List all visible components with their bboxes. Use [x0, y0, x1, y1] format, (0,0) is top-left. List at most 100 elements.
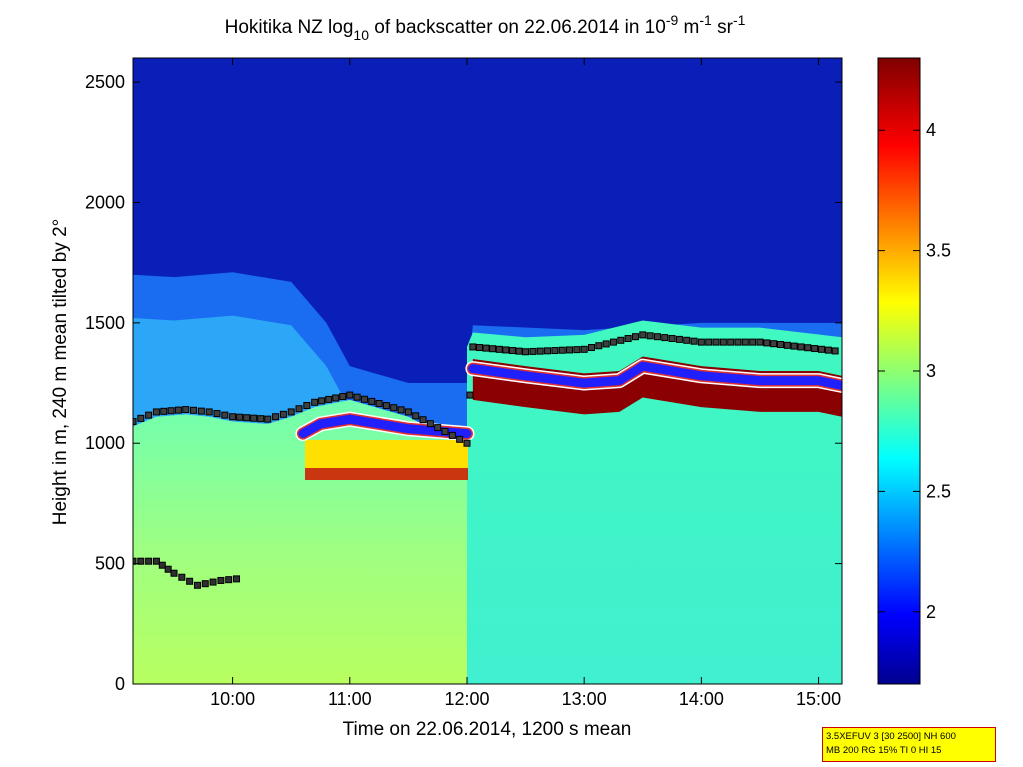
layer-marker: [311, 398, 319, 406]
cloud-base-core: [468, 361, 842, 390]
layer-marker: [515, 347, 523, 355]
plot-area: [133, 58, 842, 684]
cloud-layer-maroon: [472, 356, 842, 417]
cloud-echo-yellow: [305, 440, 468, 468]
layer-marker: [426, 420, 434, 428]
info-line-1: 3.5XEFUV 3 [30 2500] NH 600: [826, 731, 956, 742]
layer-marker: [158, 561, 166, 569]
layer-marker: [495, 345, 503, 353]
x-tick-label: 10:00: [210, 689, 255, 709]
x-tick-label: 14:00: [679, 689, 724, 709]
x-axis: 10:00 11:00 12:00 13:00 14:00 15:00: [210, 58, 841, 709]
layer-marker: [756, 338, 764, 346]
layer-marker: [558, 346, 566, 354]
layer-marker: [193, 581, 201, 589]
layer-marker: [489, 345, 497, 353]
layer-marker: [360, 395, 368, 403]
layer-marker: [475, 344, 483, 352]
layer-markers: [133, 331, 839, 589]
layer-marker: [797, 343, 805, 351]
layer-marker: [817, 345, 825, 353]
layer-marker: [588, 344, 596, 352]
layer-marker: [303, 402, 311, 410]
layer-marker: [272, 413, 280, 421]
layer-marker: [831, 347, 839, 355]
x-tick-label: 13:00: [562, 689, 607, 709]
y-tick-label: 500: [95, 554, 125, 574]
layer-marker: [174, 406, 182, 414]
layer-marker: [264, 415, 272, 423]
layer-marker: [783, 341, 791, 349]
layer-marker: [463, 439, 471, 447]
layer-marker: [353, 393, 361, 401]
layer-marker: [182, 406, 190, 414]
x-tick-label: 11:00: [328, 689, 372, 709]
layer-marker: [675, 335, 683, 343]
layer-marker: [243, 414, 251, 422]
layer-marker: [719, 338, 727, 346]
layer-marker: [217, 576, 225, 584]
layer-marker: [566, 346, 574, 354]
layer-marker: [441, 427, 449, 435]
layer-marker: [250, 414, 258, 422]
layer-marker: [145, 411, 153, 419]
y-tick-label: 2500: [85, 72, 125, 92]
layer-marker: [233, 575, 241, 583]
layer-marker: [133, 418, 137, 426]
layer-marker: [466, 391, 474, 399]
layer-marker: [325, 395, 333, 403]
layer-marker: [811, 345, 819, 353]
layer-marker: [375, 400, 383, 408]
layer-marker: [602, 340, 610, 348]
layer-marker: [170, 569, 178, 577]
layer-marker: [160, 407, 168, 415]
layer-marker: [434, 424, 442, 432]
layer-marker: [824, 346, 832, 354]
layer-marker: [551, 347, 559, 355]
layer-marker: [339, 393, 347, 401]
layer-marker: [790, 342, 798, 350]
x-tick-label: 12:00: [444, 689, 489, 709]
x-axis-label: Time on 22.06.2014, 1200 s mean: [343, 719, 632, 740]
cloud-base-core: [298, 414, 472, 439]
layer-marker: [482, 344, 490, 352]
layer-marker: [209, 578, 217, 586]
layer-marker: [697, 338, 705, 346]
layer-marker: [404, 408, 412, 416]
colorbar-tick-label: 3.5: [926, 241, 951, 261]
processing-info-box: 3.5XEFUV 3 [30 2500] NH 600 MB 200 RG 15…: [822, 727, 996, 762]
layer-marker: [397, 406, 405, 414]
layer-marker: [646, 332, 654, 340]
layer-marker: [522, 348, 530, 356]
layer-marker: [705, 338, 713, 346]
layer-marker: [419, 416, 427, 424]
layer-marker: [536, 347, 544, 355]
layer-marker: [668, 334, 676, 342]
layer-marker: [804, 344, 812, 352]
layer-marker: [609, 338, 617, 346]
y-tick-label: 1500: [85, 313, 125, 333]
colorbar-tick-label: 2.5: [926, 481, 951, 501]
layer-marker: [544, 347, 552, 355]
layer-marker: [661, 334, 669, 342]
x-tick-label: 15:00: [796, 689, 841, 709]
layer-marker: [763, 339, 771, 347]
plot-frame: [132, 57, 843, 685]
info-line-2: MB 200 RG 15% TI 0 HI 15: [826, 745, 942, 756]
layer-marker: [205, 408, 213, 416]
layer-marker: [236, 413, 244, 421]
layer-marker: [770, 340, 778, 348]
layer-marker: [712, 338, 720, 346]
y-axis-label: Height in m, 240 m mean tilted by 2°: [50, 219, 71, 525]
y-axis: 0 500 1000 1500 2000 2500: [85, 72, 842, 694]
layer-marker: [186, 577, 194, 585]
layer-marker: [190, 406, 198, 414]
layer-marker: [295, 405, 303, 413]
layer-marker: [152, 408, 160, 416]
layer-marker: [229, 413, 237, 421]
layer-marker: [137, 557, 145, 565]
layer-marker: [690, 337, 698, 345]
layer-marker: [508, 347, 516, 355]
layer-marker: [332, 394, 340, 402]
layer-marker: [279, 410, 287, 418]
